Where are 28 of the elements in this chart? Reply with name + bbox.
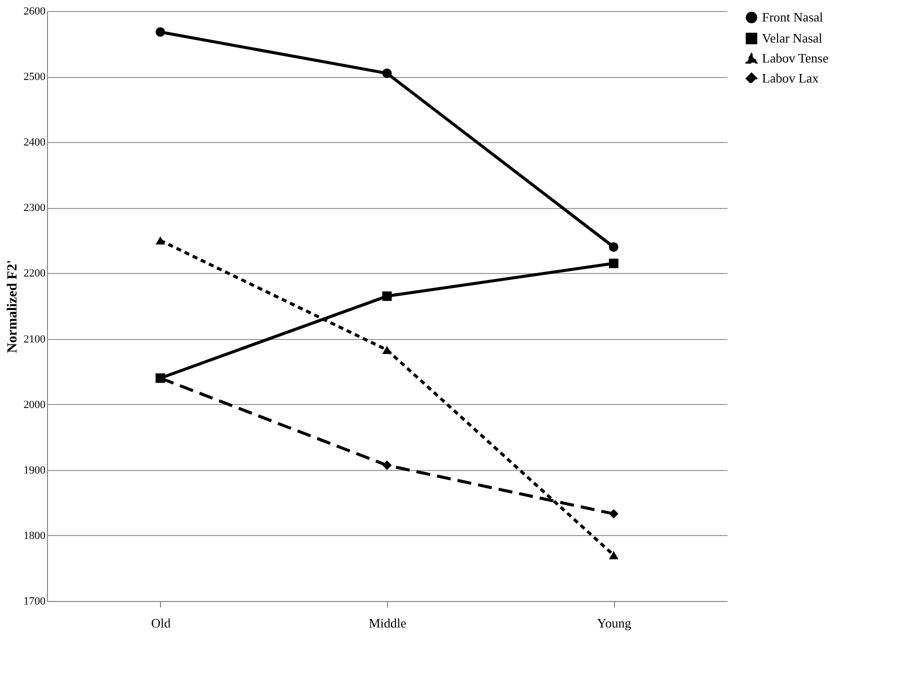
point (156, 236, 166, 245)
legend-label: Labov Tense (762, 50, 829, 66)
point (608, 509, 618, 519)
x-tick-label: Old (151, 616, 172, 630)
legend-label: Front Nasal (762, 10, 824, 24)
y-tick-label: 2600 (24, 6, 46, 18)
y-axis-title: Normalized F2' (6, 260, 20, 353)
x-tick-label: Young (597, 616, 632, 630)
point (382, 346, 392, 354)
y-tick-label: 1800 (24, 530, 46, 542)
point (608, 242, 618, 252)
y-tick-label: 2100 (24, 333, 46, 346)
point (156, 27, 166, 37)
point (382, 291, 392, 301)
point (382, 460, 392, 470)
y-tick-label: 2300 (24, 202, 46, 214)
point (608, 258, 618, 268)
y-tick-label: 2400 (24, 136, 46, 149)
x-tick-label: Middle (368, 616, 406, 630)
point (608, 551, 618, 560)
y-tick-label: 2200 (24, 268, 46, 280)
point (382, 68, 392, 78)
legend-label: Velar Nasal (762, 30, 823, 46)
y-tick-label: 1900 (24, 464, 46, 476)
y-tick-label: 2000 (24, 398, 46, 411)
legend-label: Labov Lax (762, 70, 820, 86)
y-tick-label: 2500 (24, 71, 46, 84)
y-tick-label: 1700 (24, 596, 46, 608)
